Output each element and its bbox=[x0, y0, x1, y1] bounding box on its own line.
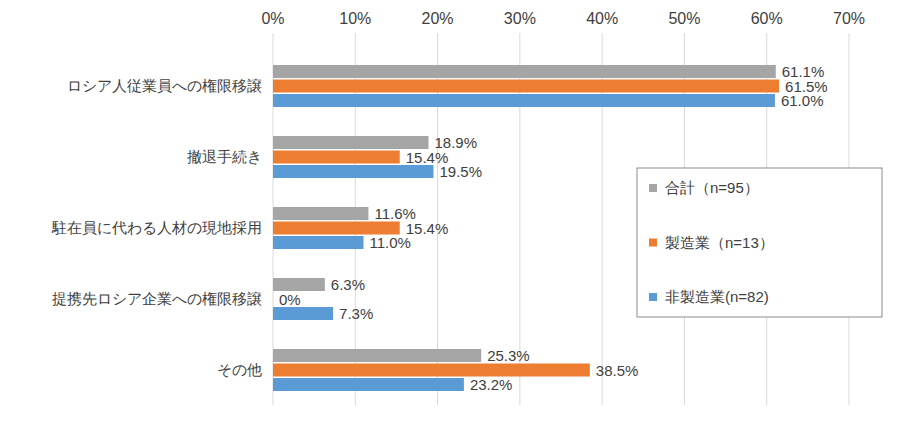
category-label: 提携先ロシア企業への権限移譲 bbox=[52, 290, 262, 307]
bar bbox=[273, 136, 429, 149]
tick-label: 0% bbox=[261, 10, 284, 27]
bar bbox=[273, 378, 464, 391]
category-label: その他 bbox=[217, 361, 262, 378]
legend-label: 合計（n=95） bbox=[665, 179, 759, 196]
tick-label: 30% bbox=[504, 10, 536, 27]
bar bbox=[273, 222, 400, 235]
tick-label: 50% bbox=[668, 10, 700, 27]
bar bbox=[273, 151, 400, 164]
tick-label: 70% bbox=[833, 10, 865, 27]
category-label: 撤退手続き bbox=[187, 148, 262, 165]
category-label: 駐在員に代わる人材の現地採用 bbox=[51, 219, 262, 236]
legend-marker bbox=[649, 293, 657, 301]
tick-label: 40% bbox=[586, 10, 618, 27]
legend-marker bbox=[649, 239, 657, 247]
data-label: 19.5% bbox=[439, 163, 482, 180]
bar bbox=[273, 293, 274, 306]
bar bbox=[273, 165, 433, 178]
bar bbox=[273, 80, 779, 93]
legend-label: 製造業（n=13） bbox=[665, 234, 774, 251]
data-label: 61.0% bbox=[781, 92, 824, 109]
legend-box bbox=[637, 168, 882, 317]
bar bbox=[273, 94, 775, 107]
tick-label: 60% bbox=[751, 10, 783, 27]
bar bbox=[273, 307, 333, 320]
bar bbox=[273, 207, 368, 220]
bar bbox=[273, 65, 776, 78]
bar bbox=[273, 278, 325, 291]
tick-label: 20% bbox=[422, 10, 454, 27]
category-label: ロシア人従業員への権限移譲 bbox=[67, 77, 262, 94]
chart: 0% 10% 20% 30% 40% 50% 60% 70% ロシア人従業員への権限移譲撤退手続… bbox=[0, 0, 900, 428]
bar bbox=[273, 364, 590, 377]
tick-label: 10% bbox=[339, 10, 371, 27]
data-label: 11.0% bbox=[370, 234, 411, 251]
data-label: 6.3% bbox=[331, 276, 365, 293]
data-label: 15.4% bbox=[406, 220, 449, 237]
data-label: 7.3% bbox=[339, 305, 373, 322]
legend-marker bbox=[649, 184, 657, 192]
data-label: 25.3% bbox=[487, 347, 530, 364]
legend: 合計（n=95） 製造業（n=13） 非製造業(n=82) bbox=[637, 168, 882, 317]
data-label: 0% bbox=[279, 291, 301, 308]
data-label: 38.5% bbox=[596, 362, 639, 379]
legend-label: 非製造業(n=82) bbox=[665, 288, 769, 305]
bar bbox=[273, 349, 481, 362]
data-label: 23.2% bbox=[470, 376, 513, 393]
bar bbox=[273, 236, 364, 249]
